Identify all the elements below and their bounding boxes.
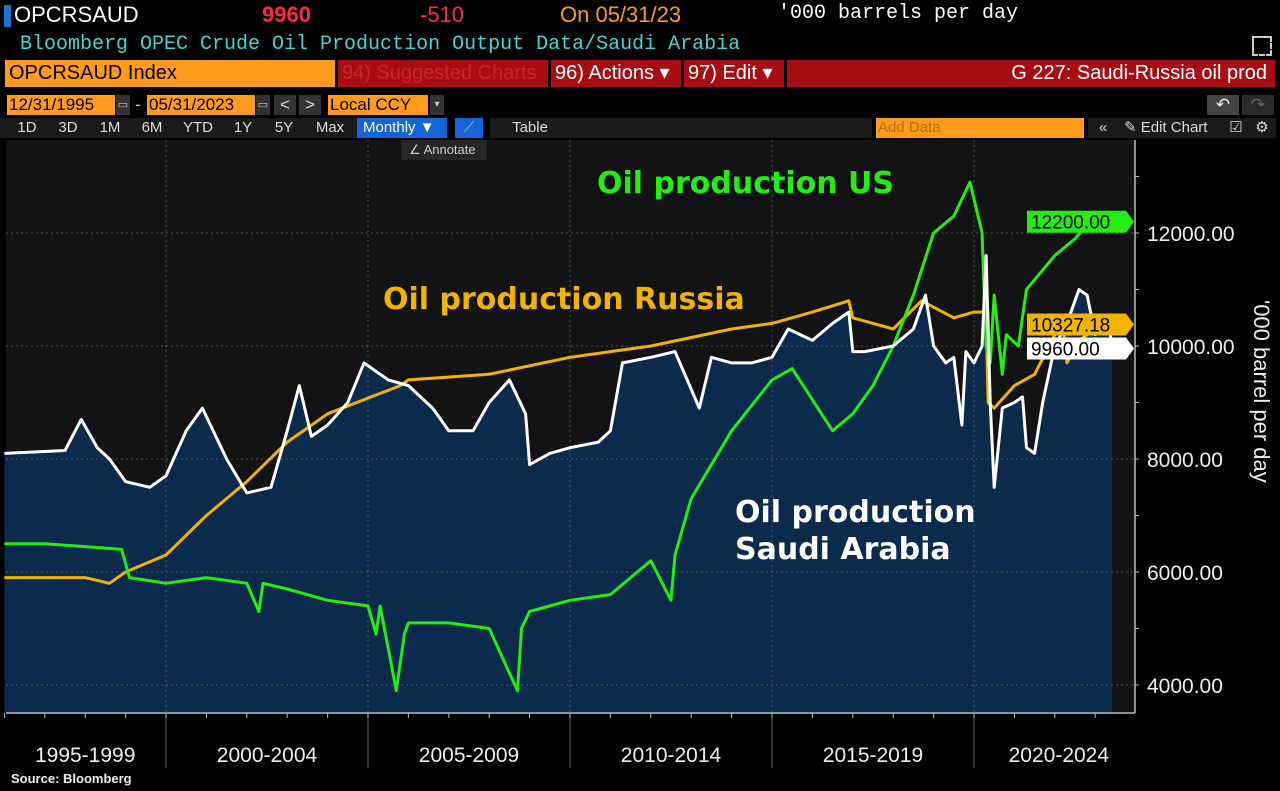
date-label: On 05/31/23 (560, 2, 682, 27)
last-value-text: 10327.18 (1031, 316, 1110, 337)
annotate-label: Annotate (423, 142, 476, 157)
currency-select[interactable]: Local CCY (328, 95, 428, 115)
security-header: OPCRSAUD 9960 -510 On 05/31/23 '000 barr… (0, 2, 1280, 30)
y-tick-label: 12000.00 (1147, 223, 1235, 246)
annotation-russia: Oil production Russia (383, 282, 745, 317)
edit-menu[interactable]: 97) Edit ▾ (684, 60, 784, 87)
toolbar-spacer (570, 118, 872, 138)
ticker: OPCRSAUD (14, 2, 139, 27)
period-button-6m[interactable]: 6M (132, 118, 172, 138)
last-value: 9960 (262, 2, 311, 27)
change-value: -510 (420, 2, 465, 27)
y-tick-label: 6000.00 (1147, 562, 1223, 585)
next-period-button[interactable]: > (299, 95, 321, 115)
x-tick-label: 2020-2024 (1009, 744, 1110, 767)
x-tick-label: 2010-2014 (621, 744, 722, 767)
pencil-icon: ∠ (409, 142, 424, 157)
last-value-label-us: 12200.00 (1027, 210, 1134, 234)
last-value-text: 12200.00 (1031, 213, 1110, 234)
x-tick-label: 2005-2009 (419, 744, 519, 767)
period-button-1d[interactable]: 1D (8, 118, 46, 138)
annotate-button[interactable]: ∠ Annotate (401, 140, 487, 160)
last-value-badge (1027, 210, 1134, 233)
last-value-label-russia: 10327.18 (1027, 313, 1134, 337)
security-marker (4, 5, 11, 27)
pencil-icon: ✎ (1124, 119, 1141, 136)
popout-icon[interactable] (1252, 36, 1272, 56)
prev-period-button[interactable]: < (274, 95, 296, 115)
y-tick-label: 8000.00 (1147, 449, 1223, 472)
redo-icon[interactable]: ↷ (1242, 95, 1274, 115)
period-button-max[interactable]: Max (306, 118, 354, 138)
y-axis-label: '000 barrel per day (1249, 300, 1274, 483)
chevron-down-icon[interactable]: ▾ (430, 95, 444, 115)
y-tick-label: 10000.00 (1147, 336, 1235, 359)
period-button-3d[interactable]: 3D (48, 118, 88, 138)
saudi-area-fill (4, 255, 1113, 713)
security-input[interactable]: OPCRSAUD Index (5, 60, 335, 87)
frequency-select[interactable]: Monthly ▼ (357, 118, 447, 138)
security-description: Bloomberg OPEC Crude Oil Production Outp… (20, 33, 741, 56)
series-line-saudi (4, 254, 1114, 495)
date-separator: - (135, 95, 141, 114)
y-tick-label: 4000.00 (1147, 675, 1223, 698)
period-button-1m[interactable]: 1M (90, 118, 130, 138)
last-value-text: 9960.00 (1031, 340, 1100, 361)
x-tick-label: 2015-2019 (823, 744, 923, 767)
units-label: '000 barrels per day (778, 2, 1019, 25)
calendar-icon[interactable]: ▭ (116, 95, 130, 115)
collapse-icon[interactable]: « (1092, 118, 1114, 138)
x-tick-label: 1995-1999 (35, 744, 135, 767)
add-data-input[interactable]: Add Data (876, 118, 1084, 138)
period-button-ytd[interactable]: YTD (174, 118, 222, 138)
start-date-input[interactable]: 12/31/1995 (7, 95, 115, 115)
period-button-5y[interactable]: 5Y (264, 118, 304, 138)
annotation-saudi-line1: Oil production (735, 495, 976, 530)
line-chart-icon[interactable]: ⟋ (455, 118, 483, 138)
x-tick-label: 2000-2004 (217, 744, 318, 767)
last-value-badge (1027, 313, 1134, 336)
actions-menu[interactable]: 96) Actions ▾ (551, 60, 681, 87)
last-value-label-saudi: 9960.00 (1027, 337, 1134, 361)
undo-icon[interactable]: ↶ (1207, 95, 1239, 115)
table-button[interactable]: Table (490, 118, 570, 138)
calendar-icon[interactable]: ▭ (256, 95, 270, 115)
annotation-saudi-line2: Saudi Arabia (735, 532, 951, 567)
edit-chart-label: Edit Chart (1140, 119, 1208, 136)
suggested-charts-button[interactable]: 94) Suggested Charts (338, 60, 548, 87)
period-button-1y[interactable]: 1Y (224, 118, 262, 138)
last-value-badge (1027, 337, 1134, 360)
checklist-icon[interactable]: ☑ (1226, 118, 1246, 138)
source-note: Source: Bloomberg (11, 771, 132, 786)
edit-chart-button[interactable]: ✎ Edit Chart (1120, 118, 1208, 138)
series-line-us (4, 180, 1113, 693)
annotation-us: Oil production US (597, 166, 895, 201)
gear-icon[interactable]: ⚙ (1252, 118, 1272, 138)
end-date-input[interactable]: 05/31/2023 (147, 95, 255, 115)
chart-title: G 227: Saudi-Russia oil prod (787, 60, 1275, 87)
